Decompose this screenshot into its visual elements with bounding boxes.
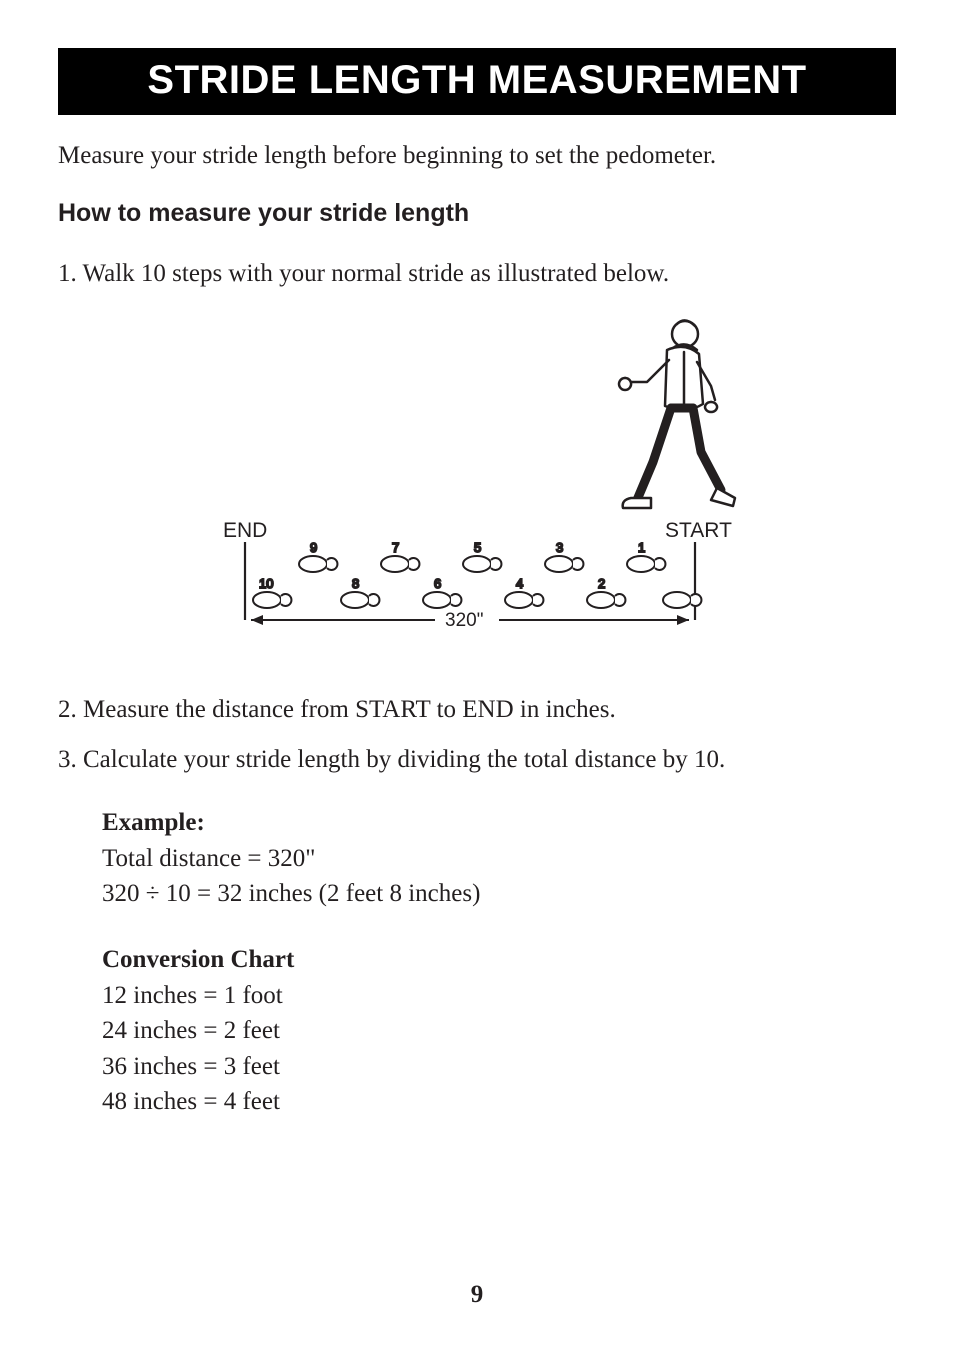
page-number: 9: [0, 1281, 954, 1309]
svg-text:8: 8: [352, 576, 359, 591]
svg-text:6: 6: [434, 576, 441, 591]
page-title: STRIDE LENGTH MEASUREMENT: [58, 58, 896, 103]
svg-text:7: 7: [392, 540, 399, 555]
stride-figure: END START 9 7 5: [197, 312, 757, 652]
svg-text:5: 5: [474, 540, 481, 555]
example-line-2: 320 ÷ 10 = 32 inches (2 feet 8 inches): [102, 876, 896, 912]
example-line-1: Total distance = 320": [102, 841, 896, 877]
footprints: 9 7 5 3 1: [253, 540, 701, 608]
example-heading: Example:: [102, 809, 896, 837]
chart-row-1: 24 inches = 2 feet: [102, 1013, 896, 1049]
intro-text: Measure your stride length before beginn…: [58, 139, 896, 173]
end-label: END: [223, 519, 267, 542]
example-block: Example: Total distance = 320" 320 ÷ 10 …: [102, 809, 896, 912]
distance-label: 320": [445, 610, 483, 631]
chart-heading: Conversion Chart: [102, 946, 896, 974]
step-2: 2. Measure the distance from START to EN…: [58, 692, 896, 728]
svg-text:1: 1: [638, 540, 645, 555]
start-label: START: [665, 519, 732, 542]
section-subhead: How to measure your stride length: [58, 199, 896, 228]
stride-svg: END START 9 7 5: [197, 312, 757, 652]
walker-icon: [619, 320, 735, 508]
title-bar: STRIDE LENGTH MEASUREMENT: [58, 48, 896, 115]
svg-text:9: 9: [310, 540, 317, 555]
step-3: 3. Calculate your stride length by divid…: [58, 742, 896, 778]
svg-text:3: 3: [556, 540, 563, 555]
svg-text:4: 4: [516, 576, 523, 591]
svg-text:2: 2: [598, 576, 605, 591]
svg-text:10: 10: [259, 576, 273, 591]
conversion-chart: Conversion Chart 12 inches = 1 foot 24 i…: [102, 946, 896, 1120]
step-1: 1. Walk 10 steps with your normal stride…: [58, 256, 896, 292]
chart-row-0: 12 inches = 1 foot: [102, 978, 896, 1014]
chart-row-3: 48 inches = 4 feet: [102, 1084, 896, 1120]
page-container: STRIDE LENGTH MEASUREMENT Measure your s…: [0, 0, 954, 1345]
chart-row-2: 36 inches = 3 feet: [102, 1049, 896, 1085]
